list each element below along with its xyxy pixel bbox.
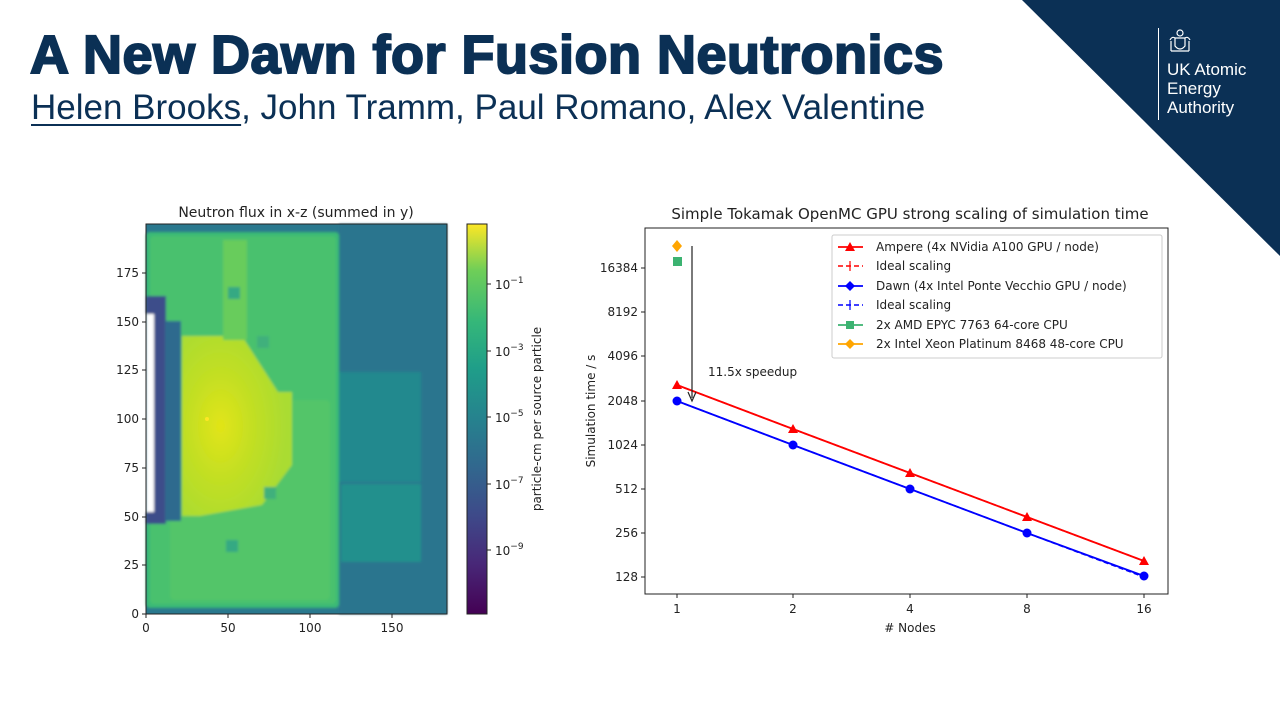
heatmap-y-axis: 0 25 50 75 100 125 150 175 bbox=[116, 266, 146, 621]
svg-text:150: 150 bbox=[381, 621, 404, 635]
svg-text:Ideal scaling: Ideal scaling bbox=[876, 259, 951, 273]
svg-text:50: 50 bbox=[124, 510, 139, 524]
svg-text:1024: 1024 bbox=[607, 438, 638, 452]
author-list: Helen Brooks, John Tramm, Paul Romano, A… bbox=[31, 88, 925, 128]
svg-text:2: 2 bbox=[789, 602, 797, 616]
svg-text:25: 25 bbox=[124, 558, 139, 572]
svg-text:2x Intel Xeon Platinum 8468 48: 2x Intel Xeon Platinum 8468 48-core CPU bbox=[876, 337, 1124, 351]
legend-item-dawn: Dawn (4x Intel Ponte Vecchio GPU / node) bbox=[838, 279, 1127, 293]
svg-text:0: 0 bbox=[142, 621, 150, 635]
svg-text:10−9: 10−9 bbox=[495, 542, 524, 558]
heatmap-colorbar: 10−1 10−3 10−5 10−7 10−9 particle-cm per… bbox=[466, 223, 544, 615]
svg-text:8: 8 bbox=[1023, 602, 1031, 616]
svg-text:50: 50 bbox=[220, 621, 235, 635]
svg-text:100: 100 bbox=[116, 412, 139, 426]
svg-text:128: 128 bbox=[615, 570, 638, 584]
legend-item-ampere-ideal: Ideal scaling bbox=[838, 259, 951, 273]
scaling-legend: Ampere (4x NVidia A100 GPU / node) Ideal… bbox=[831, 234, 1163, 359]
svg-text:10−3: 10−3 bbox=[495, 343, 524, 359]
svg-text:1: 1 bbox=[673, 602, 681, 616]
svg-text:100: 100 bbox=[299, 621, 322, 635]
series-dawn bbox=[672, 396, 1149, 581]
heatmap-title: Neutron flux in x-z (summed in y) bbox=[178, 205, 413, 221]
scaling-y-axis: 128 256 512 1024 2048 4096 8192 16384 bbox=[600, 261, 645, 584]
svg-text:Ideal scaling: Ideal scaling bbox=[876, 298, 951, 312]
svg-text:150: 150 bbox=[116, 315, 139, 329]
logo-line-2: Energy bbox=[1167, 79, 1221, 98]
svg-text:256: 256 bbox=[615, 526, 638, 540]
svg-text:10−7: 10−7 bbox=[495, 476, 524, 492]
svg-text:16: 16 bbox=[1136, 602, 1151, 616]
svg-text:125: 125 bbox=[116, 363, 139, 377]
logo-line-1: UK Atomic bbox=[1167, 60, 1247, 79]
svg-text:10−5: 10−5 bbox=[495, 409, 524, 425]
legend-item-ampere: Ampere (4x NVidia A100 GPU / node) bbox=[838, 240, 1099, 254]
series-intel-cpu bbox=[672, 240, 682, 252]
coauthors: , John Tramm, Paul Romano, Alex Valentin… bbox=[241, 88, 926, 127]
presenter-name: Helen Brooks bbox=[31, 88, 242, 127]
ukaea-logo: UK Atomic Energy Authority bbox=[1158, 28, 1246, 120]
colorbar-label: particle-cm per source particle bbox=[530, 327, 544, 511]
legend-item-amd-cpu: 2x AMD EPYC 7763 64-core CPU bbox=[838, 318, 1068, 332]
svg-text:11.5x speedup: 11.5x speedup bbox=[708, 365, 797, 379]
svg-text:16384: 16384 bbox=[600, 261, 638, 275]
svg-text:75: 75 bbox=[124, 461, 139, 475]
slide-title: A New Dawn for Fusion Neutronics bbox=[29, 24, 945, 86]
legend-item-intel-cpu: 2x Intel Xeon Platinum 8468 48-core CPU bbox=[838, 337, 1124, 351]
royal-crest-icon bbox=[1169, 29, 1191, 52]
heatmap-x-axis: 0 50 100 150 bbox=[142, 614, 403, 635]
svg-text:8192: 8192 bbox=[607, 305, 638, 319]
series-ampere bbox=[672, 380, 1149, 565]
heatmap-image bbox=[145, 223, 448, 615]
speedup-annotation: 11.5x speedup bbox=[687, 246, 797, 403]
svg-text:4096: 4096 bbox=[607, 349, 638, 363]
scaling-x-axis: 1 2 4 8 16 bbox=[673, 594, 1152, 616]
svg-text:2048: 2048 bbox=[607, 394, 638, 408]
scaling-x-label: # Nodes bbox=[884, 621, 935, 635]
series-amd-cpu bbox=[673, 257, 682, 266]
svg-text:0: 0 bbox=[131, 607, 139, 621]
logo-line-3: Authority bbox=[1167, 98, 1235, 117]
svg-text:175: 175 bbox=[116, 266, 139, 280]
scaling-y-label: Simulation time / s bbox=[584, 355, 598, 468]
legend-item-dawn-ideal: Ideal scaling bbox=[838, 298, 951, 312]
svg-text:4: 4 bbox=[906, 602, 914, 616]
svg-text:10−1: 10−1 bbox=[495, 276, 524, 292]
svg-text:512: 512 bbox=[615, 482, 638, 496]
svg-text:2x AMD EPYC 7763 64-core CPU: 2x AMD EPYC 7763 64-core CPU bbox=[876, 318, 1068, 332]
scaling-title: Simple Tokamak OpenMC GPU strong scaling… bbox=[671, 205, 1148, 223]
svg-text:Dawn (4x Intel Ponte Vecchio G: Dawn (4x Intel Ponte Vecchio GPU / node) bbox=[876, 279, 1127, 293]
svg-text:Ampere (4x NVidia A100 GPU / n: Ampere (4x NVidia A100 GPU / node) bbox=[876, 240, 1099, 254]
